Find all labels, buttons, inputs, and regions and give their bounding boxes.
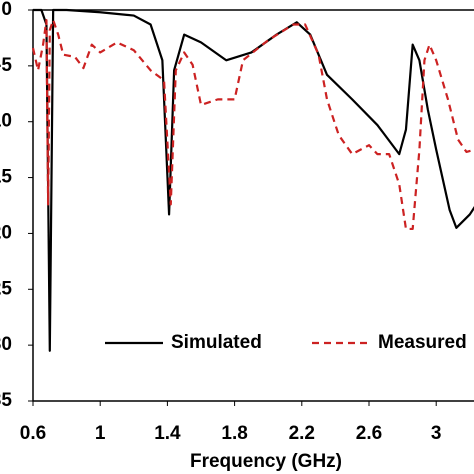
plot-frame bbox=[32, 9, 474, 402]
y-tick-label: -30 bbox=[0, 334, 12, 355]
x-tick-label: 1.4 bbox=[154, 423, 181, 444]
series-line bbox=[31, 18, 474, 231]
legend-label: Measured bbox=[378, 332, 467, 353]
y-tick-label: -35 bbox=[0, 390, 12, 411]
x-tick-label: 2.2 bbox=[289, 423, 315, 444]
x-tick-label: 1.8 bbox=[221, 423, 247, 444]
y-tick-label: -5 bbox=[0, 55, 12, 76]
y-tick-label: -25 bbox=[0, 278, 12, 299]
series-line bbox=[33, 8, 474, 352]
x-tick-label: 2.6 bbox=[356, 423, 382, 444]
y-tick-label: 0 bbox=[1, 0, 12, 20]
x-tick-label: 1 bbox=[95, 423, 106, 444]
x-tick-label: 0.6 bbox=[20, 423, 46, 444]
legend-label: Simulated bbox=[171, 332, 262, 353]
y-tick-label: -10 bbox=[0, 111, 12, 132]
x-tick-label: 3 bbox=[431, 423, 442, 444]
x-axis-label: Frequency (GHz) bbox=[190, 451, 342, 472]
y-tick-label: -15 bbox=[0, 167, 12, 188]
y-tick-label: -20 bbox=[0, 222, 12, 243]
